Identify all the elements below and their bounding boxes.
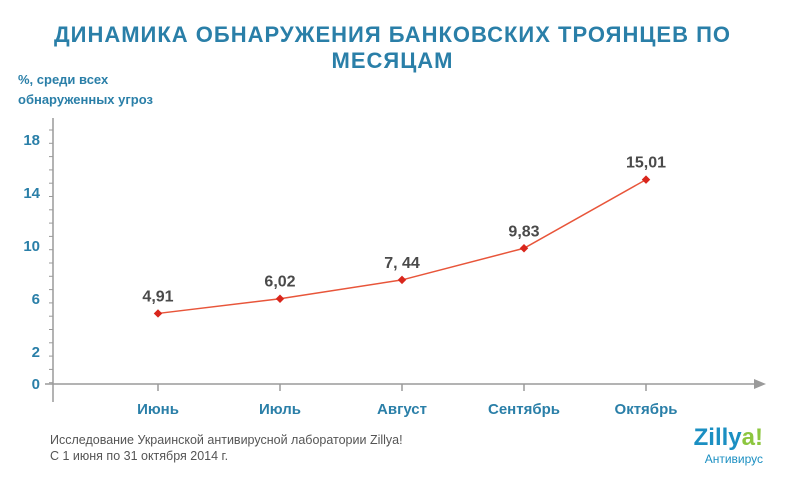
zillya-logo: Zillya! Антивирус	[694, 426, 763, 467]
y-tick-label: 14	[23, 185, 40, 202]
footnote-line1: Исследование Украинской антивирусной лаб…	[50, 433, 403, 447]
logo-subtitle: Антивирус	[704, 452, 763, 466]
y-axis-label: %, среди всех обнаруженных угроз	[18, 70, 218, 110]
data-point	[397, 275, 407, 285]
data-label: 6,02	[264, 274, 295, 291]
series-line	[157, 178, 647, 315]
data-point	[275, 294, 285, 303]
x-category-label: Июнь	[137, 401, 179, 418]
logo-name-main: Zilly	[693, 424, 742, 451]
chart-title: ДИНАМИКА ОБНАРУЖЕНИЯ БАНКОВСКИХ ТРОЯНЦЕВ…	[53, 22, 732, 73]
y-axis-label-line1: %, среди всех	[18, 72, 109, 87]
data-point	[519, 244, 529, 253]
logo-name: Zillya!	[694, 426, 763, 450]
y-tick-label: 0	[32, 376, 40, 393]
data-label: 9,83	[508, 223, 539, 240]
y-tick-label: 18	[23, 132, 40, 149]
logo-name-accent: a!	[741, 424, 763, 451]
footnote-line2: С 1 июня по 31 октября 2014 г.	[50, 449, 229, 463]
y-axis-label-line2: обнаруженных угроз	[18, 92, 153, 107]
x-axis-arrow	[754, 379, 766, 389]
data-label: 7, 44	[384, 255, 420, 272]
y-tick-label: 6	[32, 291, 40, 308]
footnote: Исследование Украинской антивирусной лаб…	[50, 432, 403, 464]
data-label: 15,01	[626, 155, 666, 172]
x-category-label: Сентябрь	[488, 401, 560, 418]
data-point	[153, 309, 163, 318]
x-category-label: Август	[377, 401, 427, 418]
y-tick-label: 2	[32, 344, 40, 361]
x-category-label: Июль	[259, 401, 301, 418]
data-point	[641, 175, 651, 184]
data-label: 4,91	[142, 288, 173, 305]
x-category-label: Октябрь	[615, 401, 678, 418]
y-tick-label: 10	[23, 238, 40, 255]
